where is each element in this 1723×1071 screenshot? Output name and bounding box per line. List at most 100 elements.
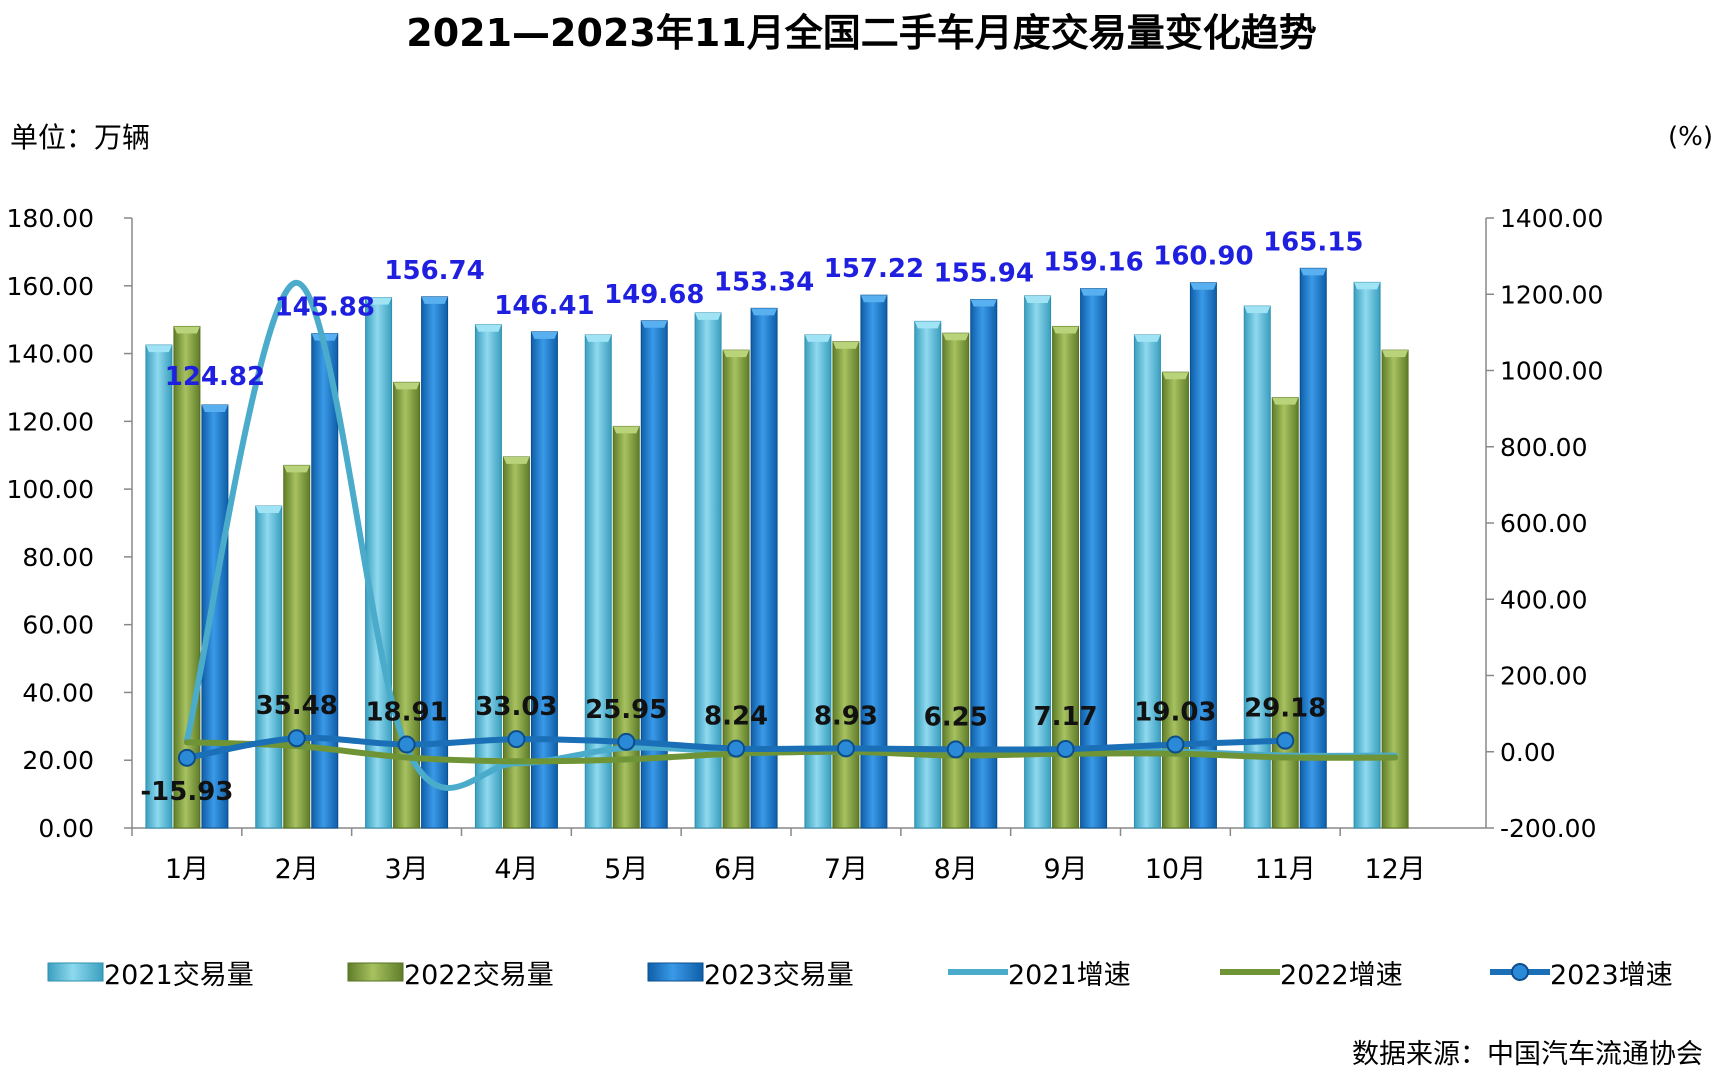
marker-2023增速 bbox=[836, 739, 855, 758]
data-labels: 124.82 145.88 156.74 146.41 149.68 153.34 157.… bbox=[140, 227, 1363, 806]
left-tick-label: 120.00 bbox=[7, 407, 94, 436]
bar-2021交易量 bbox=[145, 344, 173, 829]
value-label-2023: 156.74 bbox=[384, 256, 484, 286]
marker-2023增速 bbox=[946, 740, 965, 759]
bar-cap bbox=[531, 331, 558, 339]
bar-2023交易量 bbox=[1299, 267, 1327, 829]
value-label-2023: 155.94 bbox=[934, 259, 1034, 289]
right-tick-label: -200.00 bbox=[1500, 814, 1597, 843]
line-2022增速 bbox=[183, 739, 1399, 765]
marker-2023增速 bbox=[507, 730, 526, 749]
right-tick-label: 400.00 bbox=[1500, 585, 1587, 614]
left-axis-unit: 单位：万辆 bbox=[10, 121, 151, 154]
right-tick-label: 1000.00 bbox=[1500, 357, 1603, 386]
growth-label-2023: 6.25 bbox=[924, 702, 988, 732]
bar-cap bbox=[751, 308, 778, 316]
bar-cap bbox=[1134, 334, 1161, 342]
value-label-2023: 165.15 bbox=[1263, 227, 1363, 257]
bar-2021交易量 bbox=[1353, 281, 1381, 829]
bar-cap bbox=[1190, 282, 1217, 290]
growth-label-2023: 33.03 bbox=[475, 692, 557, 722]
legend-label: 2023交易量 bbox=[704, 960, 854, 991]
bar-cap bbox=[1272, 397, 1299, 405]
growth-label-2023: 35.48 bbox=[256, 691, 338, 721]
x-category-label: 3月 bbox=[384, 854, 428, 885]
legend: 2021交易量 2022交易量 2023交易量 2021增速 2022增速 2023增速 bbox=[47, 960, 1673, 991]
bar-2023交易量 bbox=[640, 320, 668, 829]
left-tick-label: 80.00 bbox=[22, 543, 94, 572]
bar-2022交易量 bbox=[1161, 371, 1189, 829]
left-tick-label: 0.00 bbox=[38, 814, 94, 843]
bar-cap bbox=[1080, 288, 1107, 296]
growth-label-2023: 8.93 bbox=[814, 701, 878, 731]
marker-2023增速 bbox=[287, 729, 306, 748]
marker-2023增速 bbox=[1166, 735, 1185, 754]
marker-2023增速 bbox=[177, 748, 196, 767]
x-category-label: 6月 bbox=[714, 854, 758, 885]
bar-2022交易量 bbox=[1271, 397, 1299, 829]
x-category-label: 2月 bbox=[275, 854, 319, 885]
bar-cap bbox=[475, 324, 502, 332]
growth-label-2023: 25.95 bbox=[585, 695, 667, 725]
bar-cap bbox=[1244, 306, 1271, 314]
right-tick-label: 200.00 bbox=[1500, 662, 1587, 691]
growth-label-2023: 7.17 bbox=[1034, 702, 1098, 732]
bar-cap bbox=[393, 382, 420, 390]
x-category-label: 11月 bbox=[1255, 854, 1316, 885]
bar-cap bbox=[942, 333, 969, 341]
value-label-2023: 153.34 bbox=[714, 267, 814, 297]
bar-2022交易量 bbox=[1381, 349, 1409, 829]
bar-2021交易量 bbox=[914, 320, 942, 829]
legend-swatch-2021交易量 bbox=[47, 962, 104, 982]
legend-label: 2022增速 bbox=[1280, 960, 1403, 991]
bar-2023交易量 bbox=[1189, 282, 1217, 829]
bar-cap bbox=[1024, 295, 1051, 303]
bar-2023交易量 bbox=[311, 333, 339, 829]
bar-cap bbox=[1354, 282, 1381, 290]
bar-2022交易量 bbox=[283, 464, 311, 829]
left-tick-label: 180.00 bbox=[7, 204, 94, 233]
bar-cap bbox=[1382, 350, 1409, 358]
right-tick-label: 1200.00 bbox=[1500, 280, 1603, 309]
bar-cap bbox=[914, 321, 941, 329]
bar-cap bbox=[970, 299, 997, 307]
marker-2023增速 bbox=[397, 735, 416, 754]
x-category-label: 10月 bbox=[1145, 854, 1206, 885]
bar-cap bbox=[173, 326, 200, 334]
marker-2023增速 bbox=[727, 739, 746, 758]
left-tick-label: 160.00 bbox=[7, 272, 94, 301]
legend-label: 2021增速 bbox=[1008, 960, 1131, 991]
value-label-2023: 146.41 bbox=[494, 291, 594, 321]
x-category-label: 4月 bbox=[494, 854, 538, 885]
bar-2023交易量 bbox=[421, 296, 449, 829]
bar-cap bbox=[145, 345, 172, 353]
right-axis-unit: (%) bbox=[1668, 122, 1713, 152]
bar-cap bbox=[255, 506, 282, 514]
bar-cap bbox=[804, 334, 831, 342]
x-category-label: 1月 bbox=[165, 854, 209, 885]
left-tick-label: 40.00 bbox=[22, 678, 94, 707]
legend-swatch-2023交易量 bbox=[647, 962, 704, 982]
bar-cap bbox=[860, 295, 887, 303]
right-tick-label: 600.00 bbox=[1500, 509, 1587, 538]
left-tick-label: 100.00 bbox=[7, 475, 94, 504]
x-category-label: 8月 bbox=[934, 854, 978, 885]
bar-cap bbox=[1162, 372, 1189, 380]
bar-cap bbox=[695, 312, 722, 320]
right-tick-label: 800.00 bbox=[1500, 433, 1587, 462]
bar-cap bbox=[613, 426, 640, 434]
bar-cap bbox=[641, 320, 668, 328]
marker-2023增速 bbox=[1276, 731, 1295, 750]
bar-2021交易量 bbox=[474, 324, 502, 829]
value-label-2023: 124.82 bbox=[165, 362, 265, 392]
legend-swatch-2022交易量 bbox=[347, 962, 404, 982]
marker-2023增速 bbox=[617, 732, 636, 751]
growth-label-2023: -15.93 bbox=[140, 777, 233, 807]
bar-2023交易量 bbox=[860, 294, 888, 829]
legend-label: 2022交易量 bbox=[404, 960, 554, 991]
x-category-label: 7月 bbox=[824, 854, 868, 885]
bar-cap bbox=[283, 465, 310, 473]
growth-lines bbox=[177, 279, 1399, 791]
value-label-2023: 159.16 bbox=[1043, 248, 1143, 278]
